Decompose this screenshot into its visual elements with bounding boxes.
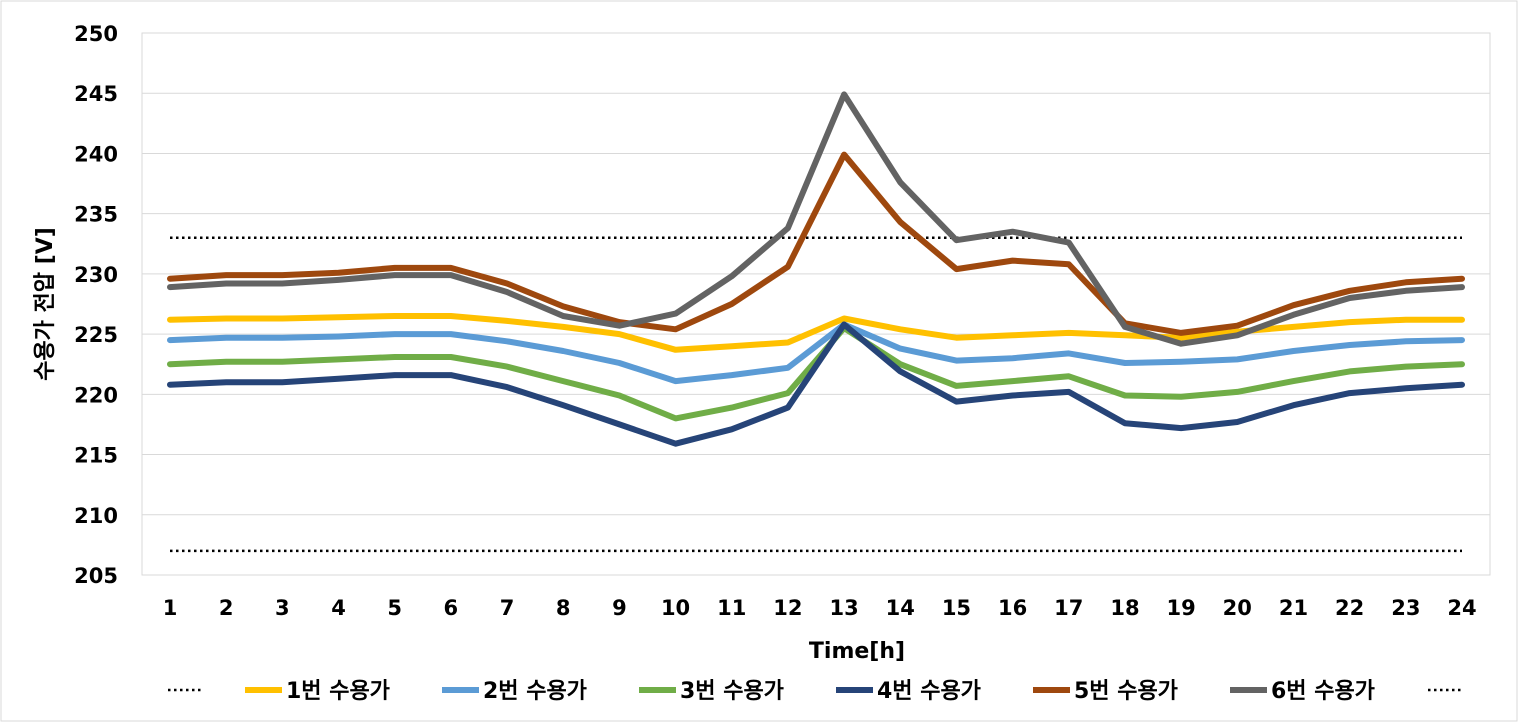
x-tick-label: 10 <box>661 596 690 620</box>
x-tick-label: 19 <box>1167 596 1196 620</box>
x-tick-label: 16 <box>998 596 1027 620</box>
y-axis-ticks: 205 210 215 220 225 230 235 240 245 250 <box>74 22 118 588</box>
x-tick-label: 14 <box>886 596 915 620</box>
x-tick-label: 15 <box>942 596 971 620</box>
x-tick-label: 21 <box>1279 596 1308 620</box>
x-tick-label: 17 <box>1054 596 1083 620</box>
x-tick-label: 23 <box>1391 596 1420 620</box>
y-tick-label: 225 <box>74 323 118 347</box>
series-line-6 <box>167 91 1465 347</box>
legend-label-5: 5번 수용가 <box>1074 679 1178 704</box>
y-tick-label: 230 <box>74 263 118 287</box>
series-line-5 <box>167 151 1465 336</box>
series-lines <box>167 91 1465 447</box>
x-tick-label: 18 <box>1110 596 1139 620</box>
legend: 1번 수용가 2번 수용가 3번 수용가 4번 수용가 5번 수용가 6번 수용가 <box>168 679 1463 704</box>
x-tick-label: 12 <box>773 596 802 620</box>
y-tick-label: 210 <box>74 504 118 528</box>
y-tick-label: 245 <box>74 82 118 106</box>
x-tick-label: 4 <box>331 596 346 620</box>
x-axis-ticks: 1 2 3 4 5 6 7 8 9 10 11 12 13 14 15 16 17 18 19 20 21 22 23 24 <box>163 596 1477 620</box>
x-tick-label: 11 <box>717 596 746 620</box>
y-axis-title: 수용가 전압 [V] <box>33 227 58 381</box>
series-line-4 <box>167 321 1465 447</box>
y-tick-label: 215 <box>74 444 118 468</box>
series-line-3 <box>167 325 1465 422</box>
y-tick-label: 240 <box>74 142 118 166</box>
x-tick-label: 9 <box>612 596 627 620</box>
x-tick-label: 7 <box>500 596 515 620</box>
x-tick-label: 6 <box>444 596 459 620</box>
x-tick-label: 3 <box>275 596 290 620</box>
x-tick-label: 24 <box>1447 596 1476 620</box>
x-tick-label: 13 <box>829 596 858 620</box>
x-tick-label: 2 <box>219 596 234 620</box>
legend-label-3: 3번 수용가 <box>680 679 784 704</box>
legend-label-2: 2번 수용가 <box>483 679 587 704</box>
series-line-2 <box>167 321 1465 385</box>
x-axis-title: Time[h] <box>809 639 905 664</box>
y-tick-label: 205 <box>74 564 118 588</box>
legend-label-4: 4번 수용가 <box>877 679 981 704</box>
x-tick-label: 5 <box>387 596 402 620</box>
y-tick-label: 220 <box>74 383 118 407</box>
y-tick-label: 235 <box>74 203 118 227</box>
x-tick-label: 22 <box>1335 596 1364 620</box>
y-tick-label: 250 <box>74 22 118 46</box>
legend-label-1: 1번 수용가 <box>286 679 390 704</box>
x-tick-label: 8 <box>556 596 571 620</box>
x-tick-label: 1 <box>163 596 178 620</box>
legend-label-6: 6번 수용가 <box>1271 679 1375 704</box>
x-tick-label: 20 <box>1223 596 1252 620</box>
